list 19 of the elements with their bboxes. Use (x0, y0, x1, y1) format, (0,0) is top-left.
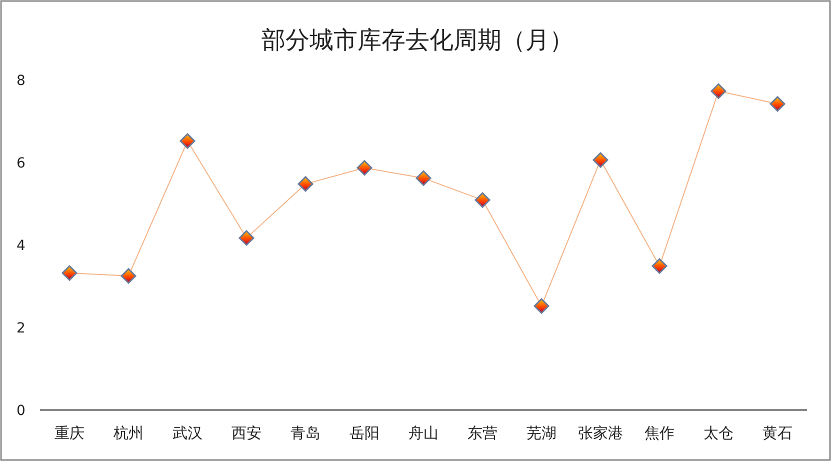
x-tick-label: 杭州 (112, 424, 144, 442)
y-tick-label: 8 (16, 73, 26, 89)
x-tick-label: 青岛 (290, 424, 320, 442)
x-tick-label: 岳阳 (350, 424, 380, 442)
x-tick-label: 西安 (232, 424, 262, 442)
x-tick-label: 东营 (468, 424, 498, 442)
y-tick-label: 6 (16, 156, 26, 172)
x-tick-label: 焦作 (644, 424, 674, 442)
x-tick-label: 芜湖 (526, 424, 556, 442)
y-tick-label: 2 (16, 320, 26, 336)
y-tick-label: 0 (16, 403, 26, 419)
x-tick-label: 黄石 (762, 424, 792, 442)
x-tick-label: 重庆 (54, 424, 84, 442)
x-tick-label: 武汉 (172, 424, 202, 442)
x-tick-label: 舟山 (408, 424, 438, 442)
chart-title: 部分城市库存去化周期（月） (262, 26, 574, 54)
y-tick-label: 4 (16, 238, 26, 254)
x-tick-label: 张家港 (578, 424, 623, 442)
x-tick-label: 太仓 (704, 424, 734, 442)
